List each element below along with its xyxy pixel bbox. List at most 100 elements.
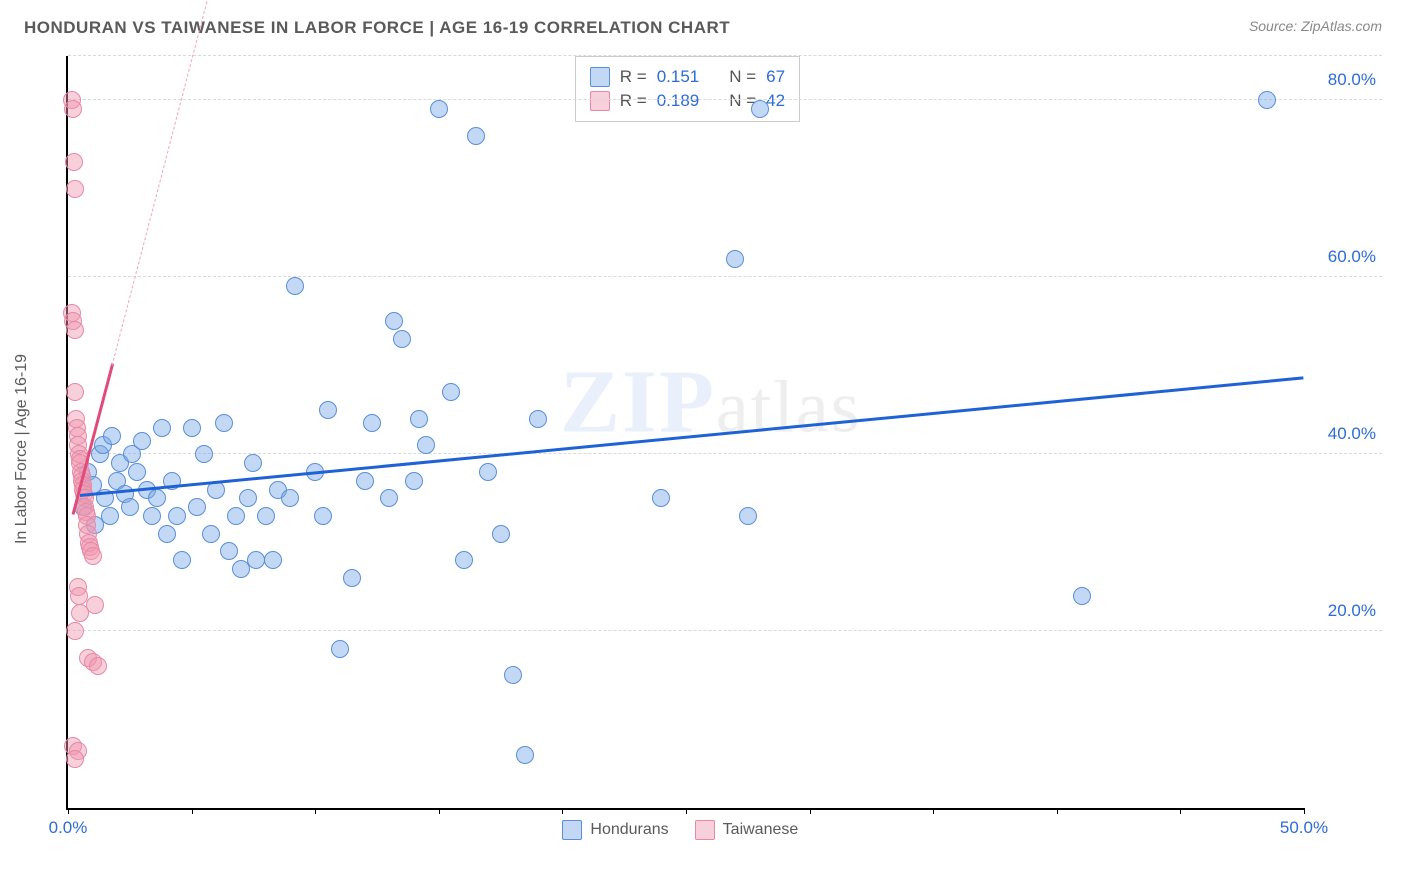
data-point [84,547,102,565]
gridline-h [68,99,1382,100]
data-point [516,746,534,764]
data-point [442,383,460,401]
data-point [66,180,84,198]
x-tick-mark [1057,808,1058,814]
chart-source: Source: ZipAtlas.com [1249,18,1382,34]
chart-title: HONDURAN VS TAIWANESE IN LABOR FORCE | A… [24,18,730,38]
data-point [101,507,119,525]
data-point [492,525,510,543]
x-tick-mark [1180,808,1181,814]
y-tick-label: 80.0% [1328,70,1376,90]
x-tick-mark [810,808,811,814]
x-tick-mark [1304,808,1305,814]
x-tick-mark [686,808,687,814]
watermark: ZIPatlas [560,350,862,453]
data-point [410,410,428,428]
y-axis-label: In Labor Force | Age 16-19 [13,354,31,544]
data-point [751,100,769,118]
data-point [148,489,166,507]
data-point [168,507,186,525]
data-point [343,569,361,587]
data-point [281,489,299,507]
data-point [264,551,282,569]
legend-swatch [695,820,715,840]
y-tick-label: 20.0% [1328,601,1376,621]
gridline-h [68,276,1382,277]
data-point [121,498,139,516]
stat-r-value: 0.151 [657,67,700,87]
data-point [71,604,89,622]
data-point [133,432,151,450]
x-tick-mark [315,808,316,814]
watermark-atlas: atlas [716,366,862,448]
data-point [202,525,220,543]
data-point [314,507,332,525]
trend-line [80,376,1304,497]
gridline-h [68,630,1382,631]
chart-header: HONDURAN VS TAIWANESE IN LABOR FORCE | A… [0,0,1406,50]
data-point [66,383,84,401]
data-point [244,454,262,472]
y-tick-label: 60.0% [1328,247,1376,267]
x-tick-mark [68,808,69,814]
data-point [89,657,107,675]
data-point [363,414,381,432]
x-tick-mark [933,808,934,814]
data-point [158,525,176,543]
data-point [173,551,191,569]
data-point [64,100,82,118]
data-point [66,321,84,339]
x-tick-mark [439,808,440,814]
data-point [405,472,423,490]
data-point [1258,91,1276,109]
data-point [65,153,83,171]
data-point [652,489,670,507]
data-point [467,127,485,145]
stat-r-label: R = [620,91,647,111]
data-point [1073,587,1091,605]
x-tick-label: 0.0% [49,818,88,838]
stats-row: R = 0.151 N = 67 [590,65,785,89]
data-point [153,419,171,437]
data-point [247,551,265,569]
series-legend: Hondurans Taiwanese [562,820,798,840]
gridline-h [68,453,1382,454]
stat-n-label: N = [729,67,756,87]
data-point [417,436,435,454]
data-point [726,250,744,268]
data-point [385,312,403,330]
data-point [257,507,275,525]
data-point [380,489,398,507]
data-point [103,427,121,445]
data-point [455,551,473,569]
legend-item: Hondurans [562,820,668,840]
data-point [286,277,304,295]
data-point [504,666,522,684]
stat-n-value: 67 [766,67,785,87]
x-tick-mark [562,808,563,814]
data-point [220,542,238,560]
data-point [183,419,201,437]
data-point [239,489,257,507]
gridline-h [68,55,1382,56]
data-point [319,401,337,419]
legend-item: Taiwanese [695,820,799,840]
y-tick-label: 40.0% [1328,424,1376,444]
legend-swatch [590,91,610,111]
legend-label: Hondurans [590,821,668,839]
stat-r-value: 0.189 [657,91,700,111]
data-point [739,507,757,525]
data-point [529,410,547,428]
plot-area: ZIPatlas R =0.151N =67R =0.189N =42 Hond… [66,56,1304,810]
x-tick-mark [192,808,193,814]
data-point [188,498,206,516]
data-point [227,507,245,525]
data-point [479,463,497,481]
stat-r-label: R = [620,67,647,87]
data-point [393,330,411,348]
data-point [331,640,349,658]
data-point [430,100,448,118]
data-point [215,414,233,432]
data-point [356,472,374,490]
data-point [128,463,146,481]
